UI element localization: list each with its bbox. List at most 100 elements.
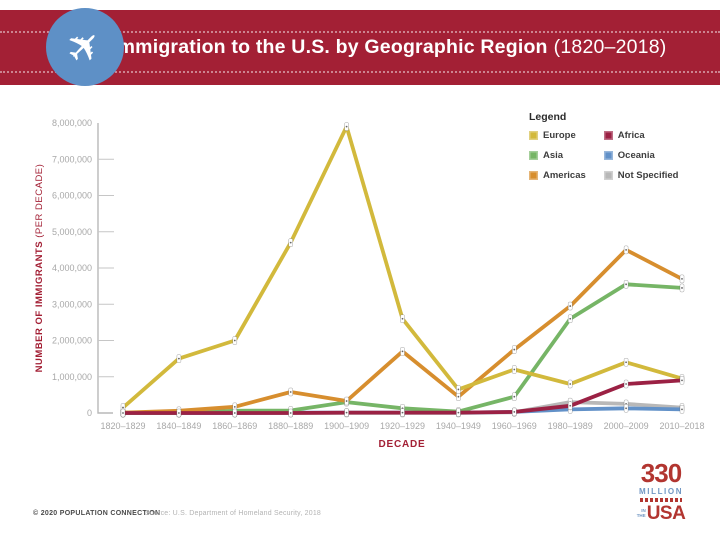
marker-dot: [457, 395, 460, 398]
x-tick-label: 1960–1969: [492, 421, 537, 431]
data-point-marker: [512, 392, 517, 401]
data-point-marker: [456, 392, 461, 401]
y-tick-label: 7,000,000: [52, 154, 92, 164]
x-tick-label: 1980–1989: [548, 421, 593, 431]
y-tick-label: 0: [87, 408, 92, 418]
legend-label: Americas: [543, 170, 586, 181]
data-point-marker: [176, 354, 182, 363]
marker-dot: [513, 368, 516, 371]
x-tick-label: 1900–1909: [324, 421, 369, 431]
logo-number: 330: [640, 458, 682, 488]
data-point-marker: [456, 408, 461, 417]
marker-dot: [457, 388, 460, 391]
data-point-marker: [623, 280, 629, 289]
x-tick-label: 2010–2018: [659, 421, 704, 431]
data-point-marker: [567, 301, 573, 311]
legend-swatch-americas: [529, 171, 538, 180]
legend-label: Asia: [543, 150, 564, 161]
y-tick-label: 6,000,000: [52, 191, 92, 201]
page-title-period: (1820–2018): [553, 36, 667, 58]
data-point-marker: [567, 314, 573, 323]
legend-swatch-europe: [529, 131, 538, 140]
data-point-marker: [623, 358, 629, 367]
marker-dot: [513, 411, 516, 413]
data-point-marker: [679, 274, 685, 284]
y-tick-label: 8,000,000: [52, 118, 92, 128]
data-point-marker: [567, 401, 573, 410]
marker-dot: [681, 277, 683, 280]
airplane-icon: ✈: [55, 17, 114, 76]
data-point-marker: [288, 408, 293, 418]
marker-dot: [681, 408, 683, 411]
logo-country: USA: [646, 503, 686, 524]
legend-item-oceania: Oceania: [603, 150, 679, 161]
legend-item-not-specified: Not Specified: [603, 170, 679, 181]
marker-dot: [681, 287, 683, 289]
marker-dot: [345, 411, 348, 414]
legend-swatch-oceania: [603, 151, 613, 160]
marker-dot: [681, 379, 683, 382]
marker-dot: [178, 357, 180, 360]
marker-dot: [233, 405, 236, 408]
marker-dot: [625, 407, 627, 410]
logo-usa-row: IN THE USA: [637, 503, 686, 524]
marker-dot: [233, 412, 236, 414]
x-tick-label: 1940–1949: [436, 421, 481, 431]
data-point-marker: [512, 407, 517, 417]
legend-title: Legend: [529, 111, 567, 123]
y-tick-label: 1,000,000: [52, 372, 92, 382]
marker-dot: [513, 395, 516, 398]
logo-dashes: [640, 498, 682, 502]
legend-swatch-not-specified: [603, 171, 613, 180]
legend-label: Not Specified: [617, 170, 679, 181]
marker-dot: [289, 412, 292, 414]
marker-dot: [345, 400, 348, 402]
legend-item-africa: Africa: [603, 130, 679, 141]
data-point-marker: [512, 365, 517, 374]
marker-dot: [625, 283, 627, 286]
series-line-americas: [121, 247, 684, 415]
header-dotted-line-top: [0, 31, 720, 33]
marker-dot: [345, 125, 348, 128]
marker-dot: [569, 305, 572, 307]
x-axis-title: DECADE: [378, 439, 425, 450]
y-tick-label: 4,000,000: [52, 263, 92, 273]
y-axis: [97, 123, 113, 414]
marker-dot: [569, 404, 572, 407]
y-tick-label: 2,000,000: [52, 336, 92, 346]
marker-dot: [401, 317, 404, 320]
marker-dot: [401, 411, 404, 414]
y-tick-label: 5,000,000: [52, 227, 92, 237]
marker-dot: [513, 348, 516, 351]
legend-label: Oceania: [617, 150, 655, 161]
marker-dot: [289, 391, 292, 393]
data-point-marker: [567, 379, 573, 389]
y-tick-label: 3,000,000: [52, 299, 92, 309]
marker-dot: [569, 383, 572, 385]
marker-dot: [569, 317, 572, 320]
legend-grid: Europe Africa Asia Oceania Americas Not Speci…: [529, 130, 678, 181]
legend-item-asia: Asia: [529, 150, 586, 161]
data-point-marker: [679, 376, 685, 385]
data-point-marker: [120, 408, 126, 418]
data-point-marker: [288, 238, 293, 247]
marker-dot: [401, 350, 404, 353]
page-title: Immigration to the U.S. by Geographic Re…: [112, 10, 666, 85]
marker-dot: [122, 412, 124, 414]
marker-dot: [122, 406, 124, 409]
legend-swatch-africa: [603, 131, 613, 140]
data-point-marker: [512, 345, 517, 354]
marker-dot: [625, 383, 627, 385]
marker-dot: [625, 248, 627, 251]
legend-item-europe: Europe: [529, 130, 586, 141]
data-point-marker: [679, 283, 685, 293]
data-point-marker: [400, 408, 405, 417]
data-point-marker: [400, 314, 405, 323]
marker-dot: [178, 412, 180, 414]
x-tick-label: 1840–1849: [156, 421, 201, 431]
legend: Legend Europe Africa Asia Oceania Americas No…: [529, 111, 678, 181]
data-point-marker: [623, 379, 629, 389]
data-point-marker: [288, 387, 293, 397]
data-point-marker: [344, 396, 349, 406]
